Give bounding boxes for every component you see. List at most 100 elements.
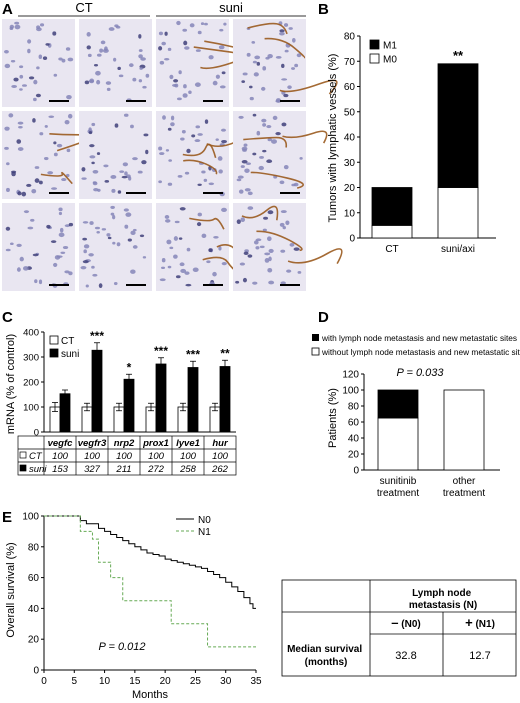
nucleus [281, 122, 287, 127]
nucleus [194, 139, 201, 143]
panel-d-bars [377, 389, 485, 471]
nucleus [186, 247, 191, 252]
nucleus [221, 71, 226, 75]
nucleus [80, 266, 87, 270]
nucleus [251, 41, 256, 44]
nucleus [170, 122, 175, 127]
panel-d-letter: D [318, 309, 329, 326]
nucleus [39, 132, 44, 136]
legend-swatch-without [311, 347, 320, 356]
bar-m0 [371, 224, 413, 239]
nucleus [173, 79, 179, 83]
tile-bg [2, 203, 75, 291]
nucleus [158, 46, 163, 51]
nucleus [208, 55, 214, 60]
lymphatic-vessel-stain [40, 171, 73, 185]
nucleus [98, 283, 103, 289]
nucleus [30, 218, 35, 222]
nucleus [293, 247, 300, 251]
nucleus [241, 160, 248, 164]
nucleus [267, 53, 273, 59]
panel-c: C mRNA (% of control) 0 100 200 300 400 CT sun… [2, 309, 237, 476]
nucleus [258, 165, 264, 171]
nucleus [192, 267, 199, 272]
nucleus [179, 262, 185, 267]
nucleus [48, 115, 55, 118]
nucleus [89, 144, 95, 148]
nucleus [34, 166, 40, 169]
nucleus [132, 77, 137, 82]
nucleus [177, 175, 183, 178]
nucleus [236, 178, 242, 182]
nucleus [161, 41, 166, 46]
nucleus [16, 243, 22, 247]
tile-bg [2, 19, 75, 107]
nucleus [16, 267, 21, 272]
micrograph-tile [79, 19, 152, 107]
panel-d: D with lymph node metastasis and new met… [311, 309, 520, 499]
nucleus [168, 159, 173, 162]
micrograph-tile [156, 19, 259, 107]
nucleus [204, 119, 209, 124]
nucleus [108, 27, 115, 31]
nucleus [159, 278, 166, 282]
nucleus [175, 275, 181, 279]
nucleus [138, 34, 142, 39]
table-row-swatch [19, 464, 27, 472]
nucleus [239, 262, 246, 266]
bar-suni [187, 367, 199, 433]
panel-e-xlabel: Months [132, 689, 169, 701]
table-value: 100 [52, 451, 69, 462]
table-value: 153 [52, 464, 69, 475]
nucleus [32, 253, 39, 257]
nucleus [23, 210, 30, 214]
x-tick-label: 15 [129, 676, 141, 687]
nucleus [121, 175, 128, 179]
table-col1-header: – (N0) [391, 615, 420, 630]
nucleus [91, 161, 95, 165]
nucleus [247, 206, 254, 210]
nucleus [220, 128, 227, 132]
nucleus [215, 138, 219, 141]
micrograph-tile [2, 111, 97, 199]
nucleus [167, 265, 172, 269]
x-tick-label: 25 [190, 676, 202, 687]
nucleus [125, 212, 132, 217]
nucleus [262, 66, 267, 71]
nucleus [240, 217, 246, 223]
nucleus [279, 31, 285, 36]
nucleus [138, 49, 143, 53]
nucleus [88, 253, 94, 257]
nucleus [123, 208, 129, 212]
nucleus [172, 83, 178, 87]
nucleus [183, 84, 187, 89]
nucleus [253, 240, 259, 245]
y-tick-label: 20 [344, 183, 356, 194]
nucleus [61, 178, 67, 182]
y-tick-label: 0 [33, 666, 39, 677]
tile-bg [79, 19, 152, 107]
y-tick-label: 400 [23, 328, 39, 339]
panel-b-axes: 0 10 20 30 40 50 60 70 80 CT suni/axi M1 M0 [344, 32, 496, 255]
nucleus [82, 221, 89, 224]
survival-curve-n0 [44, 515, 256, 609]
y-tick-label: 40 [348, 434, 360, 445]
nucleus [254, 55, 261, 60]
y-tick-label: 0 [353, 466, 359, 477]
table-value: 100 [116, 451, 133, 462]
nucleus [111, 188, 116, 193]
nucleus [288, 27, 293, 30]
nucleus [219, 85, 226, 89]
bar-without-metastasis [443, 389, 485, 471]
nucleus [247, 254, 253, 258]
panel-a: A CT suni [2, 0, 343, 291]
nucleus [82, 260, 89, 264]
nucleus [165, 219, 171, 223]
nucleus [17, 191, 22, 196]
nucleus [60, 251, 66, 255]
nucleus [238, 115, 244, 119]
panel-c-bars: ******* *** ** [49, 329, 231, 433]
nucleus [143, 133, 149, 137]
nucleus [33, 79, 38, 85]
